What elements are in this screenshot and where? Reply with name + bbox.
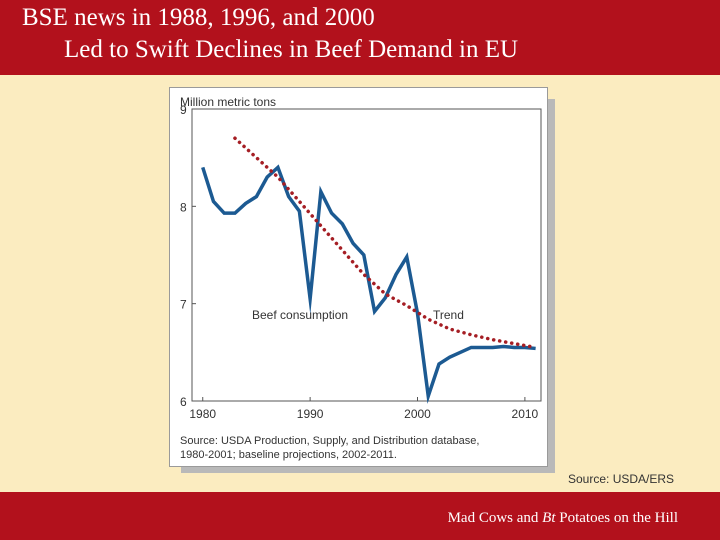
beef-consumption-point: [395, 273, 397, 275]
trend-point: [298, 200, 300, 202]
trend-point: [534, 346, 536, 348]
y-tick-label: 7: [180, 298, 187, 312]
trend-point: [384, 293, 386, 295]
title-bar: BSE news in 1988, 1996, and 2000 Led to …: [0, 0, 720, 75]
trend-point: [406, 304, 408, 306]
footer-text-start: Mad Cows and: [447, 510, 543, 526]
trend-point: [491, 338, 493, 340]
beef-consumption-point: [309, 298, 311, 300]
footer-text: Mad Cows and Bt Potatoes on the Hill: [448, 510, 678, 527]
beef-consumption-point: [459, 351, 461, 353]
y-tick-label: 8: [180, 200, 187, 214]
y-ticks: 6 7 8 9: [180, 103, 196, 409]
beef-consumption-point: [384, 297, 386, 299]
trend-line: [233, 136, 538, 350]
beef-consumption-point: [491, 346, 493, 348]
beef-consumption-point: [363, 254, 365, 256]
trend-point: [341, 249, 343, 251]
trend-point: [277, 176, 279, 178]
trend-point: [234, 137, 236, 139]
beef-consumption-point: [406, 256, 408, 258]
x-tick-label: 2010: [512, 407, 539, 421]
x-tick-label: 2000: [404, 407, 431, 421]
source-note: Source: USDA/ERS: [568, 472, 675, 486]
beef-consumption-point: [427, 395, 429, 397]
trend-point: [470, 334, 472, 336]
x-tick-label: 1980: [189, 407, 216, 421]
y-axis-label: Million metric tons: [180, 95, 276, 109]
footer-text-italic: Bt: [542, 510, 556, 526]
beef-consumption-point: [513, 346, 515, 348]
chart-panel: Million metric tons 6 7 8 9 1980 1990 2000 201…: [169, 87, 548, 467]
beef-consumption-point: [287, 195, 289, 197]
chart-source-line-2: 1980-2001; baseline projections, 2002-20…: [180, 449, 397, 461]
trend-point: [427, 318, 429, 320]
beef-consumption-label: Beef consumption: [252, 308, 348, 322]
trend-point: [363, 273, 365, 275]
beef-consumption-point: [266, 176, 268, 178]
x-ticks: 1980 1990 2000 2010: [189, 397, 539, 421]
slide-title-line-1: BSE news in 1988, 1996, and 2000: [22, 4, 375, 31]
slide-title-line-2: Led to Swift Declines in Beef Demand in …: [64, 36, 519, 63]
beef-consumption-point: [481, 346, 483, 348]
beef-consumption-point: [470, 346, 472, 348]
trend-point: [449, 328, 451, 330]
footer-bar: Mad Cows and Bt Potatoes on the Hill: [0, 492, 720, 540]
beef-consumption-point: [373, 310, 375, 312]
y-tick-label: 9: [180, 103, 187, 117]
beef-consumption-point: [298, 210, 300, 212]
trend-point: [320, 225, 322, 227]
beef-consumption-point: [341, 223, 343, 225]
series-layer: [201, 136, 538, 404]
beef-consumption-point: [502, 345, 504, 347]
footer-text-end: Potatoes on the Hill: [555, 510, 678, 526]
beef-consumption-point: [277, 166, 279, 168]
beef-consumption-point: [438, 363, 440, 365]
beef-consumption-point: [352, 242, 354, 244]
x-tick-label: 1990: [297, 407, 324, 421]
chart-source-line-1: Source: USDA Production, Supply, and Dis…: [180, 435, 479, 447]
beef-consumption-point: [223, 212, 225, 214]
trend-label: Trend: [433, 308, 464, 322]
beef-consumption-point: [330, 212, 332, 214]
beef-consumption-point: [320, 191, 322, 193]
plot-area-frame: [191, 108, 542, 402]
beef-consumption-line: [201, 164, 536, 404]
beef-consumption-point: [244, 202, 246, 204]
beef-consumption-chart: Million metric tons 6 7 8 9 1980 1990 2000 201…: [180, 95, 542, 461]
beef-consumption-point: [202, 166, 204, 168]
beef-consumption-point: [212, 200, 214, 202]
beef-consumption-point: [234, 212, 236, 214]
y-tick-label: 6: [180, 395, 187, 409]
beef-consumption-point: [255, 195, 257, 197]
trend-point: [513, 342, 515, 344]
trend-point: [255, 156, 257, 158]
beef-consumption-point: [449, 356, 451, 358]
